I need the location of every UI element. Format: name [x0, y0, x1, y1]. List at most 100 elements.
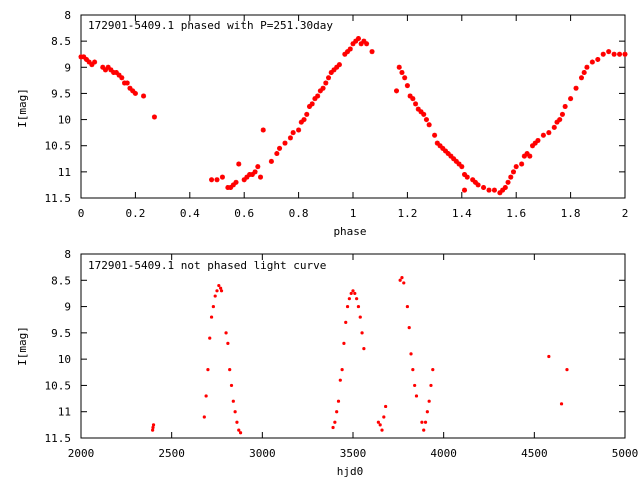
top-data-point	[508, 174, 514, 180]
bottom-data-point	[213, 294, 217, 298]
top-data-point	[617, 51, 623, 57]
top-data-point	[456, 161, 462, 167]
top-data-point	[119, 75, 125, 81]
top-y-tick-label: 10.5	[45, 140, 72, 153]
bottom-data-point	[356, 304, 361, 309]
top-data-point	[521, 153, 527, 159]
top-data-point	[404, 83, 410, 89]
bottom-x-tick-label: 5000	[612, 447, 639, 460]
top-data-point	[113, 70, 119, 76]
bottom-data-point	[547, 354, 551, 359]
bottom-y-tick-label: 10	[58, 353, 71, 366]
top-data-point	[440, 145, 446, 151]
top-data-point	[500, 187, 506, 193]
top-data-point	[105, 64, 111, 70]
bottom-y-tick-label: 9.5	[51, 327, 71, 340]
bottom-data-point	[565, 368, 569, 372]
top-data-point	[304, 111, 310, 117]
bottom-data-point	[206, 368, 210, 372]
top-y-axis-label: I[mag]	[16, 88, 29, 128]
top-data-point	[355, 36, 361, 42]
top-data-point	[554, 119, 560, 125]
top-chart-title: 172901-5409.1 phased with P=251.30day	[88, 19, 333, 32]
top-data-point	[233, 179, 239, 185]
bottom-x-tick-label: 2000	[68, 447, 95, 460]
top-data-point	[342, 51, 348, 57]
top-data-point	[421, 111, 427, 117]
top-data-point	[331, 67, 337, 73]
bottom-plot-frame	[80, 253, 626, 439]
top-data-point	[551, 124, 557, 130]
bottom-data-point	[224, 331, 228, 335]
bottom-data-point	[208, 336, 212, 340]
top-data-point	[464, 174, 470, 180]
top-data-point	[92, 59, 98, 65]
top-data-point	[407, 93, 413, 99]
bottom-data-point	[202, 415, 206, 419]
top-data-point	[532, 140, 538, 146]
top-y-tick-label: 10	[58, 114, 71, 127]
top-data-point	[611, 51, 617, 57]
bottom-data-point	[344, 320, 348, 324]
top-data-point	[214, 177, 220, 183]
bottom-data-point	[384, 404, 388, 409]
top-data-point	[130, 88, 136, 94]
bottom-data-point	[559, 402, 564, 406]
bottom-data-point	[360, 331, 364, 335]
top-data-point	[434, 140, 440, 146]
top-data-point	[81, 54, 87, 60]
top-data-points	[78, 36, 628, 196]
top-data-point	[622, 51, 628, 57]
top-data-point	[568, 96, 574, 102]
top-data-point	[513, 164, 519, 170]
top-data-point	[410, 96, 416, 102]
top-data-point	[260, 127, 266, 133]
top-data-point	[486, 187, 492, 193]
top-data-point	[423, 117, 429, 123]
top-data-point	[102, 67, 108, 73]
bottom-data-point	[340, 368, 344, 372]
top-data-point	[530, 143, 536, 149]
bottom-data-point	[151, 423, 156, 427]
unphased-light-curve-panel: 2000 2500 3000 3500 4000 4500 5000 8 8.5 9 9.5 10 1…	[16, 248, 638, 478]
top-data-point	[505, 179, 511, 185]
top-data-point	[306, 104, 312, 109]
top-data-point	[437, 143, 443, 149]
top-data-point	[448, 153, 454, 159]
top-data-point	[132, 90, 138, 96]
bottom-x-tick-label: 2500	[158, 447, 185, 460]
top-data-point	[255, 164, 261, 170]
top-data-point	[415, 106, 421, 112]
top-data-point	[249, 171, 255, 177]
bottom-data-point	[409, 352, 413, 356]
top-data-point	[451, 156, 457, 162]
bottom-data-points	[151, 276, 569, 435]
top-data-point	[396, 64, 402, 70]
top-data-point	[399, 70, 405, 76]
top-data-point	[151, 114, 157, 120]
top-data-point	[573, 85, 579, 91]
top-data-point	[595, 56, 601, 62]
bottom-data-point	[228, 368, 232, 372]
bottom-data-point	[398, 278, 402, 282]
bottom-data-point	[345, 304, 350, 309]
bottom-data-point	[238, 431, 243, 435]
top-data-point	[600, 51, 606, 57]
top-data-point	[127, 85, 133, 91]
bottom-data-point	[226, 341, 230, 345]
bottom-data-point	[380, 428, 384, 432]
bottom-x-tick-label: 3000	[249, 447, 276, 460]
bottom-y-tick-label: 10.5	[45, 379, 72, 392]
bottom-y-axis-label: I[mag]	[16, 326, 29, 366]
bottom-data-point	[353, 291, 357, 296]
top-data-point	[557, 117, 563, 123]
top-data-point	[510, 169, 516, 175]
top-data-point	[326, 75, 332, 81]
top-data-point	[350, 41, 356, 47]
top-y-tick-label: 9	[64, 61, 71, 74]
bottom-data-point	[349, 291, 353, 296]
bottom-data-point	[335, 410, 339, 414]
top-data-point	[298, 119, 304, 125]
top-data-point	[315, 93, 321, 99]
